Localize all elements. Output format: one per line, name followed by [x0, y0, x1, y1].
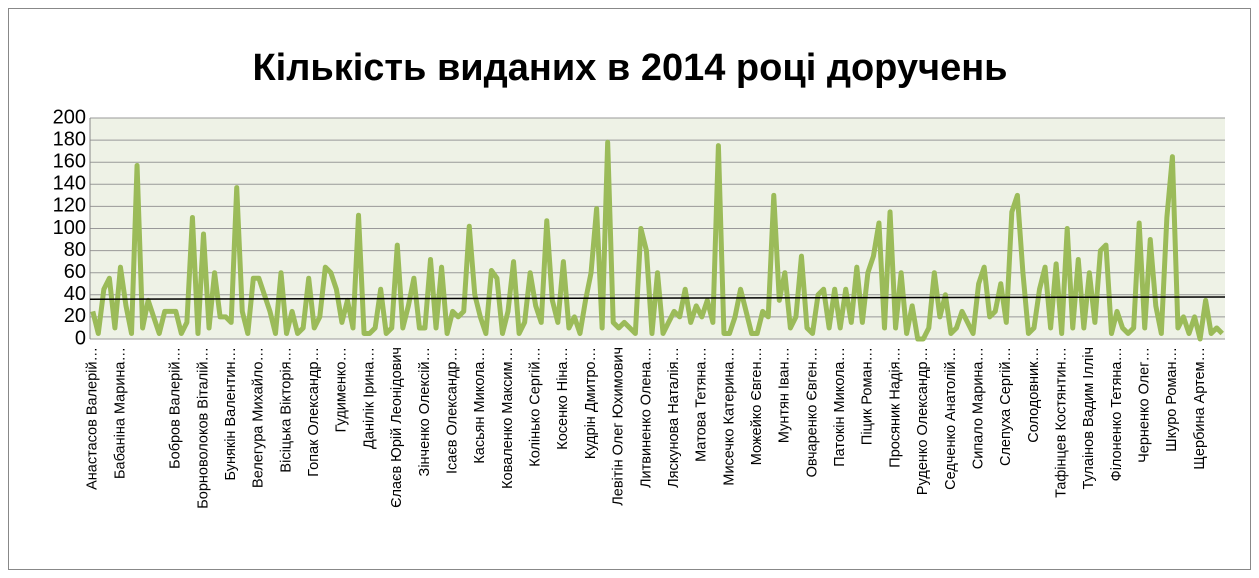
y-tick-label: 60 — [64, 261, 86, 283]
x-tick-label: Піцик Роман… — [860, 347, 876, 445]
x-tick-label: Шкуро Роман… — [1164, 347, 1180, 452]
x-tick-label: Колінько Сергій… — [528, 347, 544, 467]
y-tick-label: 200 — [53, 106, 86, 128]
x-tick-label: Зінченко Олексій… — [417, 347, 433, 476]
y-tick-label: 0 — [75, 327, 86, 349]
x-tick-label: Єлаєв Юрій Леонідович — [389, 347, 405, 508]
y-tick-label: 80 — [64, 239, 86, 261]
x-tick-label: Косенко Ніна… — [555, 347, 571, 450]
x-tick-label: Левітін Олег Юхимович — [611, 347, 627, 506]
y-tick-label: 100 — [53, 217, 86, 239]
x-tick-label: Черненко Олег… — [1137, 347, 1153, 463]
x-tick-label: Ісаєв Олександр… — [444, 347, 460, 474]
x-tick-label: Сипало Марина… — [970, 347, 986, 469]
x-tick-label: Касьян Микола… — [472, 347, 488, 464]
x-tick-label: Мисечко Катерина… — [721, 347, 737, 486]
x-tick-label: Патокін Микола… — [832, 347, 848, 467]
x-tick-label: Руденко Олександр… — [915, 347, 931, 495]
trend-line — [89, 296, 1226, 300]
y-tick-label: 20 — [64, 305, 86, 327]
x-tick-label: Можейко Євген… — [749, 347, 765, 465]
x-tick-label: Слепуха Сергій… — [998, 347, 1014, 466]
x-tick-label: Матова Тетяна… — [694, 347, 710, 462]
x-tick-label: Анастасов Валерій… — [85, 347, 101, 490]
x-tick-label: Філоненко Тетяна… — [1109, 347, 1125, 481]
x-tick-label: Седченко Анатолій… — [943, 347, 959, 490]
x-tick-label: Бабаніна Марина… — [112, 347, 128, 479]
x-tick-label: Бобров Валерій… — [168, 347, 184, 469]
x-tick-label: Борноволоков Віталій… — [195, 347, 211, 509]
chart-title: Кількість виданих в 2014 році доручень — [252, 47, 1007, 89]
x-tick-label: Велегура Михайло… — [251, 347, 267, 488]
x-tick-label: Тафінцев Костянтин… — [1053, 347, 1069, 498]
x-tick-label: Коваленко Максим… — [500, 347, 516, 489]
x-tick-label: Данілік Ірина… — [361, 347, 377, 449]
y-tick-label: 140 — [53, 173, 86, 195]
y-tick-label: 180 — [53, 128, 86, 150]
x-tick-label: Гопак Олександр… — [306, 347, 322, 477]
y-tick-label: 40 — [64, 283, 86, 305]
data-line — [90, 139, 1224, 342]
x-tick-label: Литвиненко Олена… — [638, 347, 654, 488]
x-tick-label: Щербина Артем… — [1192, 347, 1208, 470]
x-tick-label: Солодовник… — [1026, 347, 1042, 443]
x-tick-label: Мунтян Іван… — [777, 347, 793, 443]
x-tick-label: Кудрін Дмитро… — [583, 347, 599, 459]
y-tick-label: 120 — [53, 195, 86, 217]
x-tick-label: Тулаінов Вадим Ілліч — [1081, 347, 1097, 490]
x-tick-label: Бунякін Валентин… — [223, 347, 239, 480]
y-tick-label: 160 — [53, 150, 86, 172]
x-tick-label: Просяник Надія… — [887, 347, 903, 468]
x-tick-label: Овчаренко Євген… — [804, 347, 820, 477]
x-tick-label: Гудименко… — [334, 347, 350, 432]
x-tick-label: Вісіцька Вікторія… — [278, 347, 294, 473]
x-tick-label: Ляскунова Наталія… — [666, 347, 682, 488]
